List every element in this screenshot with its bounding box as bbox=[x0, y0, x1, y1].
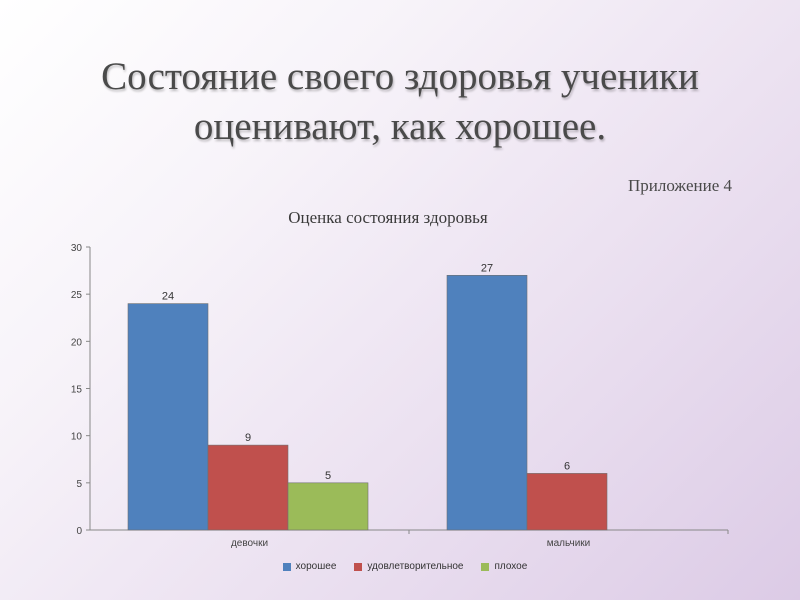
bar-удовлетворительное-девочки bbox=[207, 444, 289, 531]
slide-title: Состояние своего здоровья ученики оценив… bbox=[101, 55, 699, 148]
data-label: 5 bbox=[325, 470, 331, 482]
y-tick-label: 15 bbox=[71, 385, 83, 396]
data-label: 6 bbox=[564, 460, 570, 472]
legend-label: плохое bbox=[494, 561, 528, 572]
y-tick-label: 10 bbox=[71, 432, 83, 443]
legend-label: хорошее bbox=[295, 561, 337, 572]
x-category-label: мальчики bbox=[547, 538, 591, 549]
legend-item: хорошее bbox=[282, 561, 337, 572]
x-category-label: девочки bbox=[231, 538, 268, 549]
bar-плохое-девочки bbox=[287, 482, 369, 531]
data-label: 24 bbox=[162, 291, 174, 303]
bar-удовлетворительное-мальчики bbox=[526, 473, 608, 531]
chart-legend: хорошее удовлетворительное плохое bbox=[0, 561, 800, 572]
legend-item: плохое bbox=[481, 561, 527, 572]
appendix-label: Приложение 4 bbox=[628, 176, 732, 195]
data-label: 9 bbox=[245, 432, 251, 444]
y-tick-label: 20 bbox=[71, 337, 83, 348]
y-tick-label: 30 bbox=[71, 243, 83, 254]
legend-swatch bbox=[282, 562, 291, 571]
y-tick-label: 25 bbox=[71, 290, 83, 301]
legend-swatch bbox=[354, 562, 363, 571]
chart-title: Оценка состояния здоровья bbox=[288, 208, 488, 227]
bar-хорошее-мальчики bbox=[446, 274, 528, 531]
y-tick-label: 5 bbox=[76, 479, 82, 490]
y-tick-label: 0 bbox=[76, 526, 82, 537]
data-label: 27 bbox=[481, 262, 493, 274]
legend-item: удовлетворительное bbox=[354, 561, 463, 572]
legend-label: удовлетворительное bbox=[367, 561, 464, 572]
bar-хорошее-девочки bbox=[127, 303, 209, 531]
legend-swatch bbox=[481, 562, 490, 571]
